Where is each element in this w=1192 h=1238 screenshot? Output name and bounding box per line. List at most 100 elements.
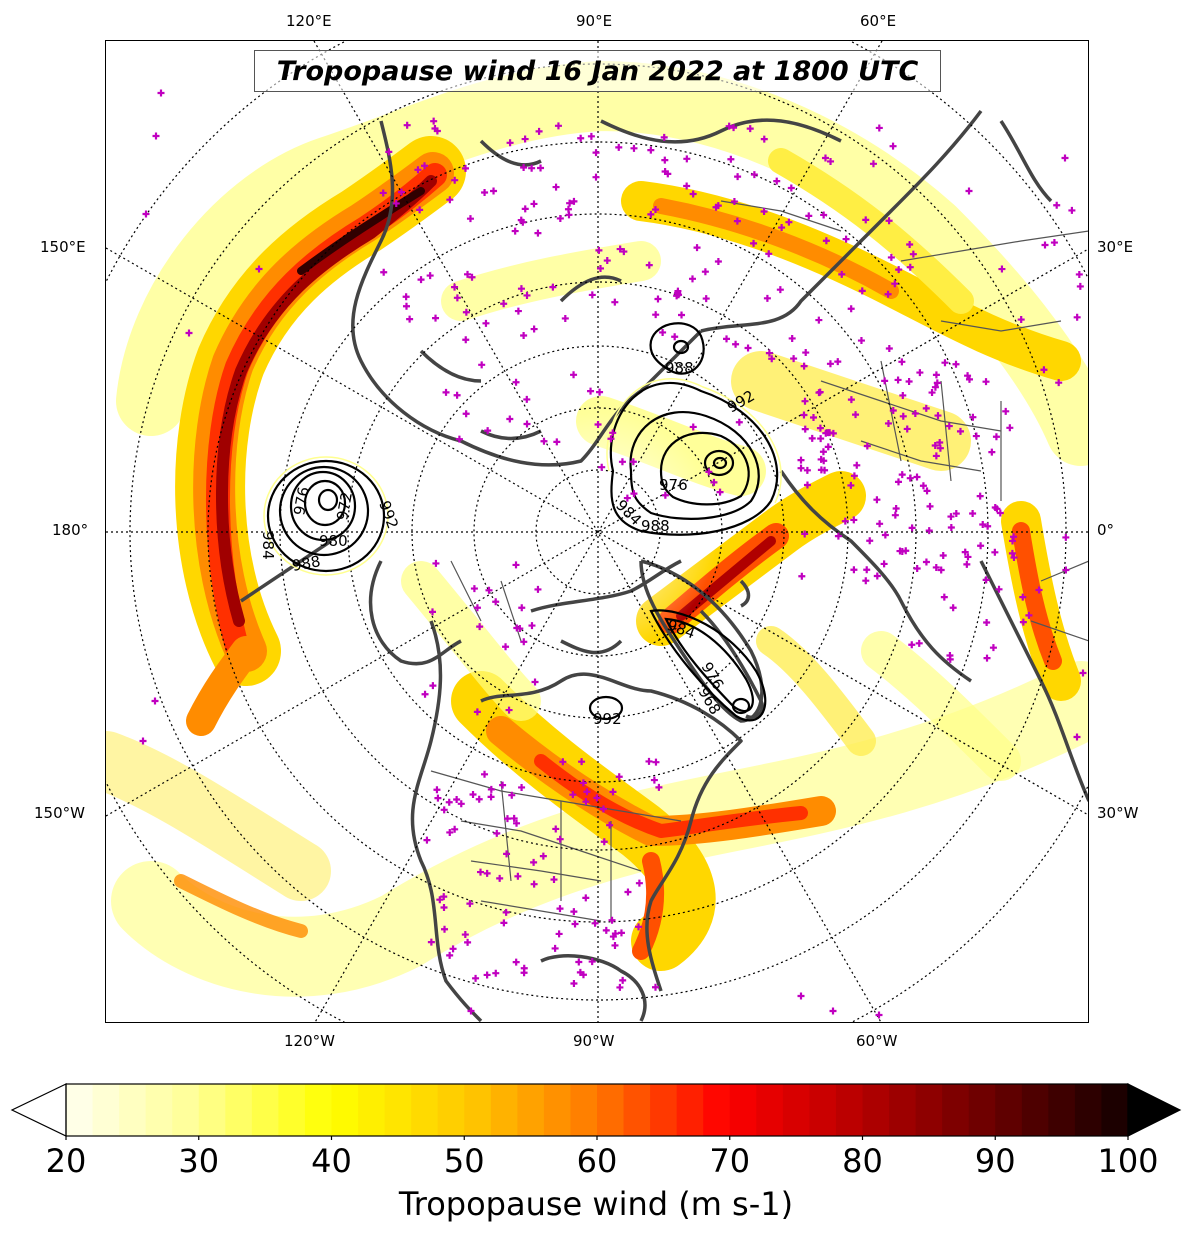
station-marker [760,208,768,216]
colorbar-bin [650,1084,678,1136]
station-marker [716,488,724,496]
station-marker [611,941,619,949]
station-marker [655,783,663,791]
station-marker [885,345,893,353]
station-marker [392,199,400,207]
station-marker [746,125,754,133]
station-marker [847,305,855,313]
station-marker [895,266,903,274]
station-marker [905,377,913,385]
station-marker [1062,533,1070,541]
station-marker [493,829,501,837]
station-marker [734,173,742,181]
station-marker [919,482,927,490]
station-marker [1076,282,1084,290]
station-marker [619,976,627,984]
station-marker [426,272,434,280]
station-marker [469,791,477,799]
station-marker [991,548,999,556]
station-marker [492,969,500,977]
station-marker [1053,201,1061,209]
station-marker [1068,206,1076,214]
station-marker [863,566,871,574]
station-marker [492,598,500,606]
station-marker [822,237,830,245]
station-marker [142,210,150,218]
station-marker [517,285,525,293]
contour-label: 984 [259,531,277,560]
station-marker [530,880,538,888]
station-marker [652,758,660,766]
station-marker [556,905,564,913]
colorbar-bin [517,1084,545,1136]
station-marker [984,522,992,530]
station-marker [816,424,824,432]
colorbar-tick-label: 90 [974,1142,1016,1180]
station-marker [503,850,511,858]
station-marker [431,124,439,132]
station-marker [579,779,587,787]
colorbar-tick-label: 50 [443,1142,485,1180]
station-marker [808,434,816,442]
station-marker [432,314,440,322]
station-marker [1008,549,1016,557]
station-marker [932,452,940,460]
station-marker [824,443,832,451]
station-marker [379,189,387,197]
lon-label-bottom: 60°W [856,1032,898,1050]
station-marker [714,257,722,265]
station-marker [470,585,478,593]
colorbar-bin [464,1084,492,1136]
station-marker [611,298,619,306]
station-marker [549,283,557,291]
station-marker [446,196,454,204]
station-marker [473,708,481,716]
lon-label-top: 60°E [860,12,897,30]
station-marker [556,835,564,843]
station-marker [937,566,945,574]
station-marker [826,360,834,368]
station-marker [521,205,529,213]
station-marker [139,737,147,745]
station-marker [817,466,825,474]
station-marker [923,487,931,495]
station-marker [892,505,900,513]
station-marker [528,622,536,630]
station-marker [725,122,733,130]
station-marker [481,770,489,778]
station-marker [485,586,493,594]
colorbar-bin [384,1084,412,1136]
station-marker [615,773,623,781]
station-marker [537,164,545,172]
station-marker [406,315,414,323]
station-marker [608,916,616,924]
station-marker [550,876,558,884]
station-marker [551,944,559,952]
station-marker [398,188,406,196]
station-marker [514,872,522,880]
station-marker [583,788,591,796]
station-marker [1040,366,1048,374]
station-marker [922,558,930,566]
station-marker [517,216,525,224]
station-marker [502,908,510,916]
station-marker [875,1011,883,1019]
contour-label: 988 [665,359,694,377]
station-marker [609,429,617,437]
station-marker [440,903,448,911]
station-marker [863,442,871,450]
station-marker [891,280,899,288]
station-marker [906,240,914,248]
station-marker [427,938,435,946]
lon-label-right: 30°E [1097,238,1134,256]
station-marker [520,164,528,172]
station-marker [518,604,526,612]
station-marker [609,933,617,941]
station-marker [478,361,486,369]
station-marker [972,432,980,440]
station-marker [815,316,823,324]
colorbar-tick-label: 20 [45,1142,87,1180]
station-marker [977,542,985,550]
colorbar-bin [835,1084,864,1136]
station-marker [559,758,567,766]
